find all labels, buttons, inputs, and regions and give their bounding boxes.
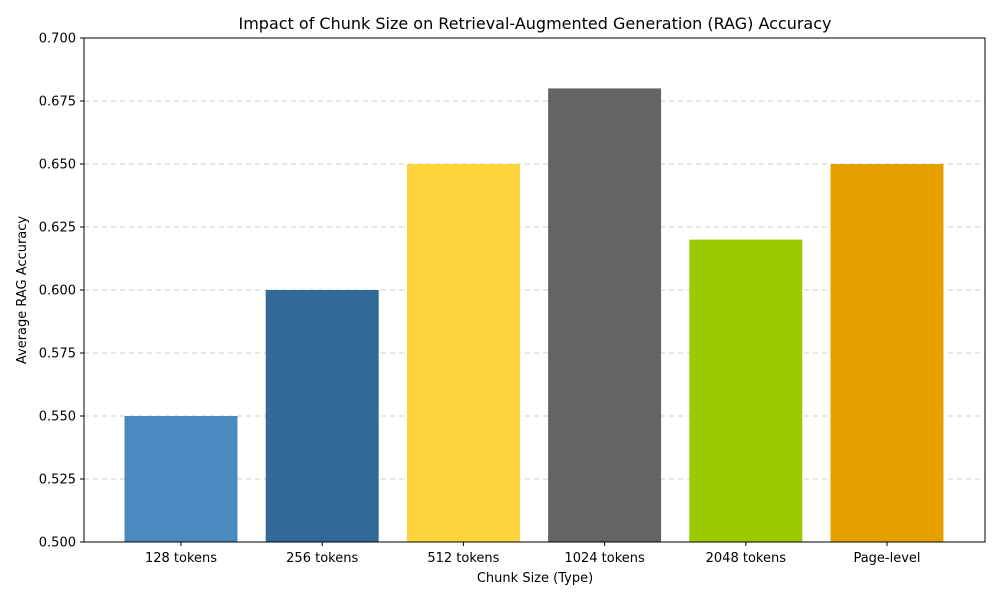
y-axis-ticks: 0.500 0.525 0.550 0.575 0.600 0.625 0.650 0.675… — [39, 32, 84, 551]
y-tick-label: 0.625 — [39, 221, 76, 236]
plot-frame — [83, 37, 986, 543]
bar — [124, 416, 238, 542]
y-tick-label: 0.675 — [39, 95, 76, 110]
x-tick-label: 1024 tokens — [564, 551, 645, 566]
y-tick-label: 0.500 — [39, 536, 76, 551]
x-axis-ticks: 128 tokens 256 tokens 512 tokens 1024 token… — [145, 542, 921, 566]
x-tick-label: 512 tokens — [427, 551, 499, 566]
bar — [689, 239, 803, 542]
x-tick-label: Page-level — [853, 551, 920, 566]
y-tick-label: 0.650 — [39, 158, 76, 173]
bar — [406, 164, 520, 542]
y-tick-label: 0.525 — [39, 473, 76, 488]
y-tick-label: 0.700 — [39, 32, 76, 47]
bar — [548, 88, 662, 543]
bar — [265, 290, 379, 542]
x-axis-label: Chunk Size (Type) — [477, 571, 593, 586]
x-tick-label: 256 tokens — [286, 551, 358, 566]
bars — [124, 88, 944, 543]
chart-title: Impact of Chunk Size on Retrieval-Augmen… — [238, 14, 831, 33]
y-tick-label: 0.600 — [39, 284, 76, 299]
y-axis-label: Average RAG Accuracy — [15, 216, 30, 365]
x-tick-label: 128 tokens — [145, 551, 217, 566]
x-tick-label: 2048 tokens — [706, 551, 787, 566]
bar — [830, 164, 944, 542]
y-tick-label: 0.575 — [39, 347, 76, 362]
y-tick-label: 0.550 — [39, 410, 76, 425]
